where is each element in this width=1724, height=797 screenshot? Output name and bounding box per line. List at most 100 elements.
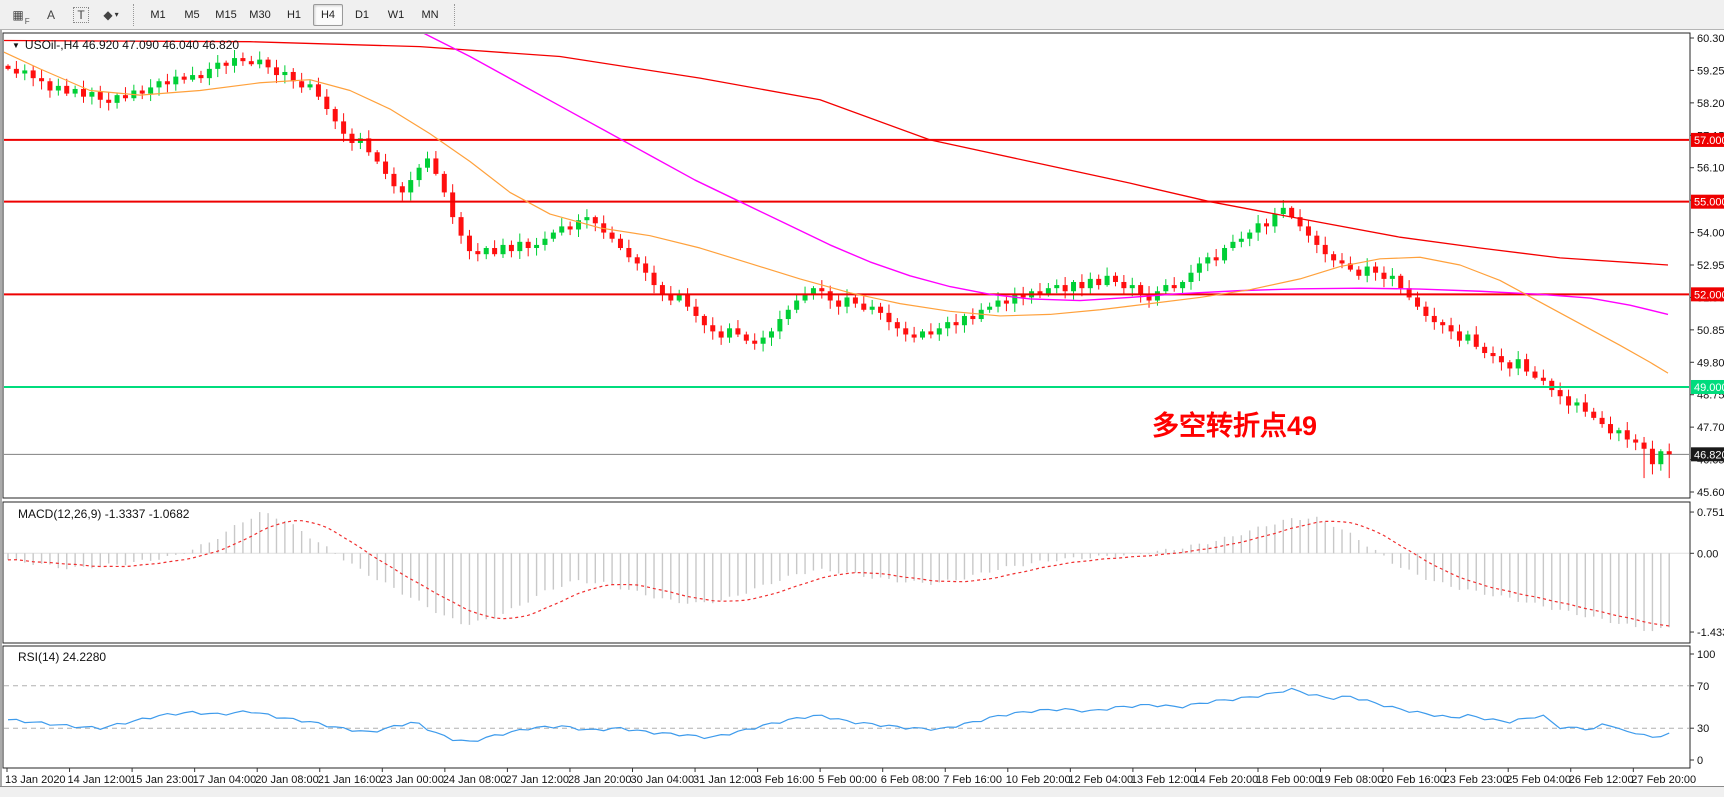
candle-body bbox=[399, 186, 405, 193]
candle-body bbox=[248, 61, 254, 65]
candle-body bbox=[1255, 223, 1261, 233]
rsi-tick-label: 100 bbox=[1697, 649, 1715, 661]
candle-body bbox=[1456, 331, 1462, 341]
candle-body bbox=[383, 161, 389, 174]
candle-body bbox=[408, 180, 414, 193]
candle-body bbox=[869, 306, 875, 310]
candle-body bbox=[760, 337, 766, 344]
time-tick-label: 28 Jan 20:00 bbox=[568, 774, 632, 786]
candle-body bbox=[1373, 266, 1379, 273]
candle-body bbox=[1222, 248, 1228, 261]
candle-body bbox=[592, 217, 598, 224]
rsi-tick-label: 0 bbox=[1697, 755, 1703, 767]
candle-body bbox=[458, 217, 464, 236]
candle-body bbox=[466, 235, 472, 252]
candle-body bbox=[240, 58, 246, 62]
candle-body bbox=[181, 76, 187, 80]
mid-ma-line bbox=[423, 34, 1669, 316]
candle-body bbox=[106, 99, 112, 103]
price-tick-label: 60.300 bbox=[1697, 33, 1724, 45]
timeframe-button-M5[interactable]: M5 bbox=[184, 8, 200, 21]
candle-body bbox=[1423, 306, 1429, 316]
candle-body bbox=[609, 232, 615, 239]
candle-body bbox=[1448, 325, 1454, 332]
text-box-icon[interactable]: T bbox=[68, 4, 94, 26]
time-tick-label: 20 Jan 08:00 bbox=[255, 774, 319, 786]
candle-body bbox=[223, 62, 229, 66]
candle-body bbox=[1473, 334, 1479, 347]
candle-body bbox=[257, 59, 263, 65]
candle-body bbox=[1020, 294, 1026, 298]
time-tick-label: 23 Feb 23:00 bbox=[1444, 774, 1509, 786]
candle-body bbox=[1524, 359, 1530, 372]
candle-body bbox=[1389, 275, 1395, 279]
candle-body bbox=[878, 306, 884, 313]
candle-body bbox=[676, 294, 682, 301]
timeframe-button-MN[interactable]: MN bbox=[421, 8, 439, 21]
candle-body bbox=[47, 81, 53, 91]
candle-body bbox=[265, 59, 271, 68]
candle-body bbox=[1540, 377, 1546, 381]
candle-body bbox=[1633, 439, 1639, 443]
candle-body bbox=[483, 248, 489, 255]
label-a-icon[interactable]: A bbox=[46, 7, 55, 22]
candle-body bbox=[1482, 346, 1488, 354]
candle-body bbox=[1398, 275, 1404, 289]
candle-body bbox=[651, 272, 657, 286]
candle-body bbox=[861, 303, 867, 310]
time-tick-label: 21 Jan 16:00 bbox=[318, 774, 382, 786]
timeframe-button-D1[interactable]: D1 bbox=[354, 8, 370, 21]
price-level-badge bbox=[1691, 132, 1724, 147]
time-tick-label: 30 Jan 04:00 bbox=[631, 774, 695, 786]
candle-body bbox=[1532, 371, 1538, 378]
candle-body bbox=[1280, 207, 1286, 215]
candle-body bbox=[1465, 334, 1471, 341]
candle-body bbox=[5, 65, 11, 69]
candle-body bbox=[542, 238, 548, 245]
candle-body bbox=[81, 88, 87, 97]
candle-body bbox=[735, 328, 741, 335]
candle-body bbox=[1666, 451, 1672, 455]
candle-body bbox=[492, 248, 498, 255]
candle-body bbox=[114, 95, 120, 103]
candle-body bbox=[164, 81, 170, 85]
candle-body bbox=[693, 306, 699, 316]
candle-body bbox=[500, 244, 506, 255]
candle-body bbox=[1582, 402, 1588, 412]
candle-body bbox=[1213, 257, 1219, 261]
timeframe-button-W1[interactable]: W1 bbox=[387, 8, 405, 21]
candle-body bbox=[299, 81, 305, 88]
candle-body bbox=[961, 315, 967, 326]
current-price-badge-label: 46.820 bbox=[1694, 449, 1724, 461]
candle-body bbox=[22, 70, 28, 74]
candle-body bbox=[1071, 281, 1077, 292]
timeframe-button-H4[interactable]: H4 bbox=[313, 3, 343, 26]
candle-body bbox=[1406, 288, 1412, 298]
candle-body bbox=[232, 58, 238, 66]
candle-body bbox=[827, 291, 833, 301]
chart-area[interactable]: 60.30059.25058.20057.15056.10055.05054.0… bbox=[0, 30, 1724, 786]
main-panel-border bbox=[2, 32, 1691, 499]
chart-canvas[interactable]: 60.30059.25058.20057.15056.10055.05054.0… bbox=[0, 30, 1724, 797]
timeframe-button-M1[interactable]: M1 bbox=[150, 8, 166, 21]
candle-body bbox=[995, 300, 1001, 307]
candle-body bbox=[576, 220, 582, 230]
price-tick-label: 58.200 bbox=[1697, 98, 1724, 110]
macd-tick-label: 0.7511 bbox=[1697, 507, 1724, 519]
templates-grid-icon[interactable]: ▦ F bbox=[12, 7, 30, 26]
candle-body bbox=[1079, 281, 1085, 289]
timeframe-button-H1[interactable]: H1 bbox=[286, 8, 302, 21]
timeframe-button-M30[interactable]: M30 bbox=[249, 8, 271, 21]
time-tick-label: 31 Jan 12:00 bbox=[693, 774, 757, 786]
candle-body bbox=[282, 71, 288, 76]
timeframe-button-M15[interactable]: M15 bbox=[215, 8, 237, 21]
candle-body bbox=[1322, 244, 1328, 255]
styles-diamond-icon[interactable]: ◆ ▾ bbox=[103, 7, 119, 22]
price-tick-label: 52.950 bbox=[1697, 260, 1724, 272]
time-tick-label: 13 Feb 12:00 bbox=[1131, 774, 1196, 786]
candle-body bbox=[1054, 285, 1060, 289]
candle-body bbox=[617, 238, 623, 249]
chart-dropdown-icon[interactable]: ▼ bbox=[12, 40, 20, 50]
candle-body bbox=[668, 294, 674, 301]
macd-layer bbox=[4, 512, 1689, 632]
